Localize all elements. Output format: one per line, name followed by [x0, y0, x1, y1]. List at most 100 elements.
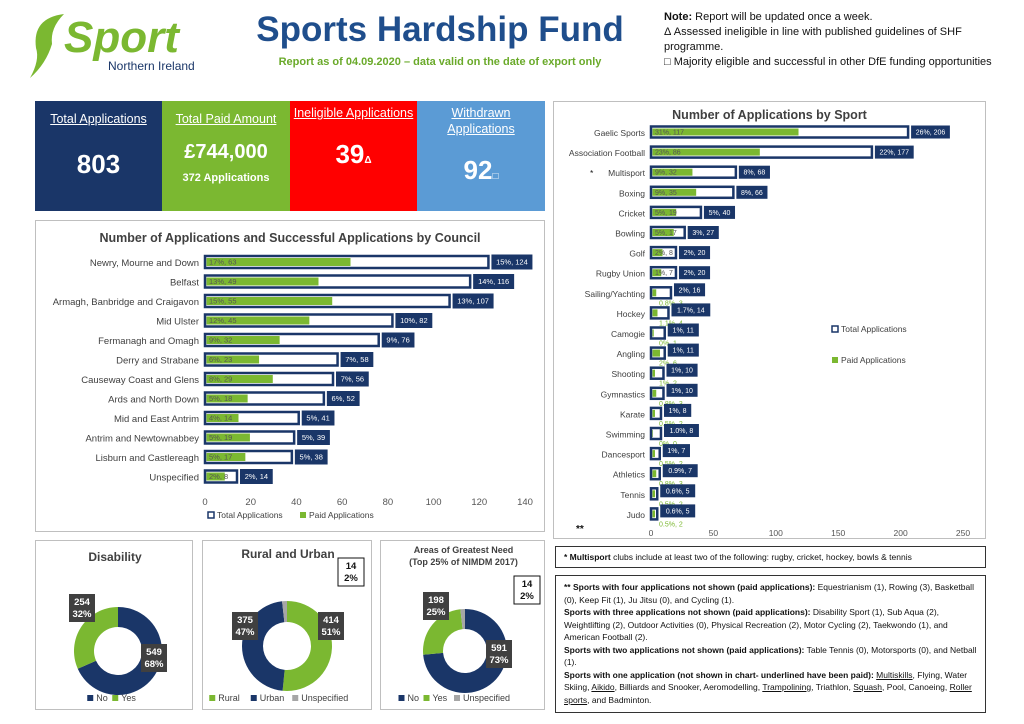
category-label-camogie: Camogie [611, 329, 645, 339]
total-bar-multisport [649, 165, 738, 179]
legend-total-swatch [831, 325, 839, 333]
sport-chart-title: Number of Applications by Sport [672, 108, 867, 122]
total-data-label: 8%, 68 [744, 170, 766, 177]
category-label-association-football: Association Football [569, 148, 645, 158]
council-chart-title: Number of Applications and Successful Ap… [99, 231, 481, 245]
total-data-label: 26%, 206 [916, 129, 946, 136]
total-bar-shooting [649, 366, 665, 380]
paid-sport-trampolining: Trampolining [762, 682, 812, 692]
donut-data-label: 47% [235, 627, 255, 638]
x-tick-label: 50 [709, 528, 719, 538]
category-label-antrim-and-newtownabbey: Antrim and Newtownabbey [85, 434, 199, 445]
legend-paid-label: Paid Applications [309, 510, 374, 520]
category-label-judo: Judo [627, 510, 646, 520]
paid-bar-swimming [652, 430, 653, 437]
total-data-label: 10%, 82 [400, 316, 428, 325]
category-label-multisport: Multisport [608, 168, 645, 178]
donut-title: (Top 25% of NIMDM 2017) [409, 557, 518, 567]
paid-bar-fermanagh-and-omagh [206, 336, 280, 344]
paid-bar-bowling [652, 229, 674, 236]
x-tick-label: 100 [769, 528, 783, 538]
paid-bar-newry-mourne-and-down [206, 258, 351, 266]
x-tick-label: 120 [471, 497, 487, 508]
donut-title: Disability [88, 550, 142, 564]
total-label-box [336, 371, 369, 387]
legend-label-unspecified: Unspecified [463, 693, 510, 703]
kpi-total-applications: Total Applications 803 [35, 101, 162, 211]
other-t4c: , Triathlon, [811, 682, 854, 692]
donut-panel-rural-urban: Rural and Urban 414 51% 375 47% 14 2% Rural Urba… [202, 540, 372, 710]
legend-total-swatch [207, 511, 215, 519]
other-t4d: , Pool, Canoeing, [882, 682, 950, 692]
paid-data-label: 9%, 32 [655, 170, 677, 177]
note-label: Note: [664, 11, 693, 23]
total-data-label: 5%, 41 [306, 414, 329, 423]
greatest-need-donut: Areas of Greatest Need (Top 25% of NIMDM … [398, 545, 541, 703]
legend-paid-label: Paid Applications [841, 355, 906, 365]
category-label-newry-mourne-and-down: Newry, Mourne and Down [90, 258, 199, 269]
total-label-box [452, 293, 494, 309]
total-label-box [381, 332, 415, 348]
total-bar-belfast [203, 274, 472, 289]
x-tick-label: 0 [202, 497, 207, 508]
donut-data-label: 51% [321, 627, 341, 638]
total-data-label: 1%, 10 [671, 368, 693, 375]
paid-sport-squash: Squash [853, 682, 883, 692]
legend-swatch-no [398, 695, 405, 701]
paid-data-label: 2%, 8 [655, 250, 673, 257]
category-label-angling: Angling [617, 349, 646, 359]
paid-sport-roller-sports: Roller sports [564, 682, 972, 705]
paid-bar-association-football [652, 148, 760, 156]
total-label-box [666, 383, 698, 397]
category-label-ards-and-north-down: Ards and North Down [108, 395, 199, 406]
donut-data-label: 14 [522, 579, 533, 590]
total-label-box [671, 303, 711, 317]
category-label-boxing: Boxing [619, 188, 645, 198]
total-bar-dancesport [649, 446, 661, 461]
total-data-label: 5%, 40 [709, 210, 731, 217]
paid-bar-karate [652, 409, 655, 417]
paid-bar-derry-and-strabane [206, 355, 260, 364]
kpi-withdrawn-value: 92 [463, 155, 493, 185]
kpi-withdrawn-mark: □ [492, 171, 499, 182]
donut-slice-unspecified [460, 609, 465, 630]
category-label-karate: Karate [620, 409, 645, 419]
paid-data-label: 5%, 18 [209, 394, 232, 403]
total-data-label: 7%, 56 [341, 375, 364, 384]
header-notes: Note: Report will be updated once a week… [664, 10, 1019, 70]
note-ineligible: Δ Assessed ineligible in line with publi… [664, 26, 962, 53]
note-withdrawn: □ Majority eligible and successful in ot… [664, 56, 992, 68]
total-bar-antrim-and-newtownabbey [203, 430, 296, 445]
x-tick-label: 60 [337, 497, 348, 508]
donut-slice-yes [423, 609, 463, 655]
total-label-box [667, 323, 699, 337]
page-title: Sports Hardship Fund [256, 10, 624, 49]
kpi-ineligible-label: Ineligible Applications [293, 106, 414, 120]
kpi-paid-label: Total Paid Amount [175, 112, 277, 126]
total-bar-newry-mourne-and-down [203, 254, 490, 270]
category-label-tennis: Tennis [620, 490, 645, 500]
legend-label-yes: Yes [121, 693, 136, 703]
total-bar-unspecified [203, 469, 239, 484]
donut-slice-no [77, 607, 162, 695]
category-label-mid-and-east-antrim: Mid and East Antrim [114, 414, 199, 425]
total-label-box [666, 363, 698, 377]
paid-bar-armagh-banbridge-and-craigavon [206, 297, 333, 305]
total-bar-ards-and-north-down [203, 391, 326, 406]
legend-label-unspecified: Unspecified [301, 693, 348, 703]
category-label-golf: Golf [629, 249, 645, 259]
total-bar-boxing [649, 185, 735, 200]
paid-bar-hockey [652, 309, 658, 317]
total-data-label: 22%, 177 [879, 150, 909, 157]
category-label-bowling: Bowling [615, 229, 645, 239]
total-bar-angling [649, 346, 666, 360]
total-label-box [662, 444, 690, 458]
kpi-withdrawn: Withdrawn Applications 92□ [417, 101, 545, 211]
total-bar-mid-ulster [203, 313, 394, 328]
total-label-box [340, 352, 374, 367]
donut-title: Rural and Urban [241, 547, 334, 561]
donut-label-box [513, 575, 541, 605]
kpi-total-label: Total Applications [50, 112, 147, 126]
total-label-box [678, 266, 711, 280]
total-label-box [667, 343, 699, 357]
